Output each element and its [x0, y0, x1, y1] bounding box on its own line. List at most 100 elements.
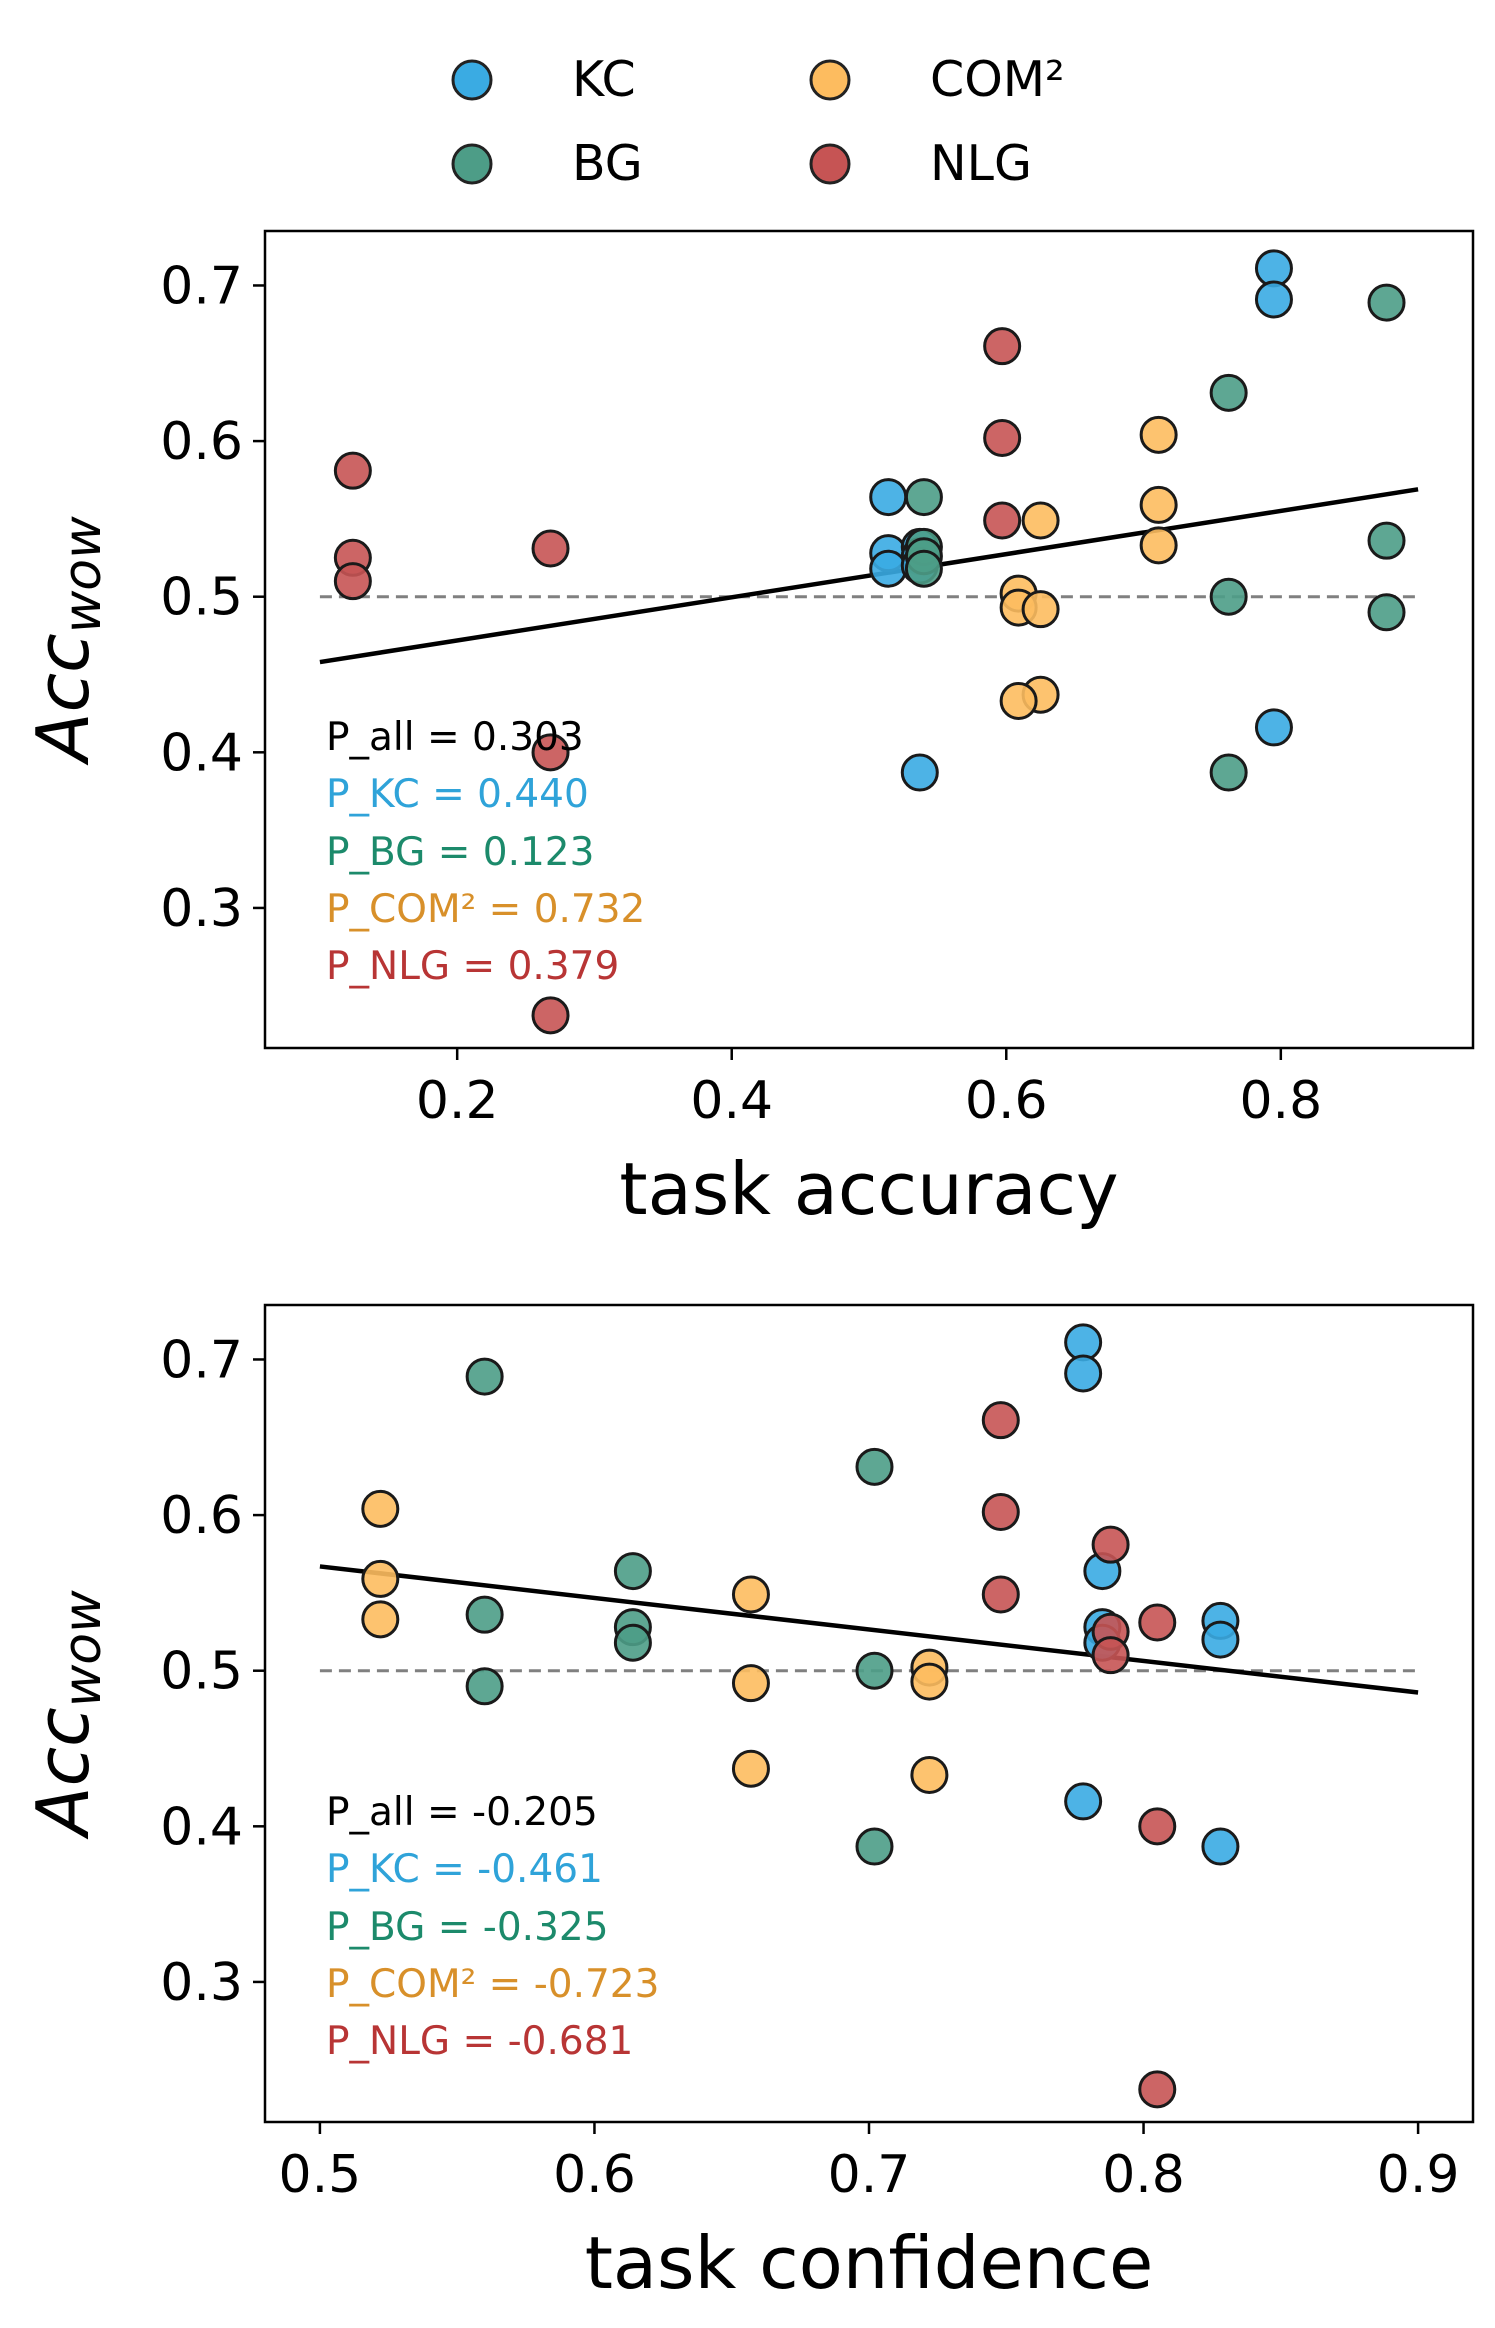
y-tick-label: 0.4 [160, 1797, 243, 1857]
x-tick-label: 0.8 [1239, 1071, 1322, 1131]
y-tick-label: 0.6 [160, 1486, 243, 1546]
point-nlg [333, 562, 372, 601]
x-tick-label: 0.4 [690, 1071, 773, 1131]
point-bg [613, 1552, 652, 1591]
x-tick-label: 0.2 [416, 1071, 499, 1131]
point-bg [1209, 753, 1248, 792]
svg-text:Accwow: Accwow [21, 1590, 113, 1840]
legend-entry-bg: BG [451, 135, 643, 192]
point-com2 [731, 1575, 770, 1614]
y-axis-label: Accwow [21, 516, 113, 766]
x-tick-label: 0.6 [965, 1071, 1048, 1131]
annotation-p-bg: P_BG = -0.325 [326, 1905, 609, 1950]
annotation-p-all: P_all = -0.205 [326, 1790, 598, 1835]
point-kc [1064, 1354, 1103, 1393]
point-nlg [333, 451, 372, 490]
annotation-p-com2: P_COM² = 0.732 [326, 887, 645, 932]
point-kc [869, 549, 908, 588]
point-com2 [731, 1664, 770, 1703]
point-nlg [531, 996, 570, 1035]
legend-marker-nlg [809, 143, 851, 185]
point-com2 [910, 1662, 949, 1701]
point-bg [855, 1827, 894, 1866]
annotation-p-kc: P_KC = -0.461 [326, 1847, 603, 1892]
point-nlg [983, 327, 1022, 366]
point-bg [904, 549, 943, 588]
legend: KC BG COM² NLG [451, 51, 1065, 192]
legend-label-com2: COM² [930, 51, 1065, 108]
point-com2 [361, 1559, 400, 1598]
x-axis-label: task confidence [585, 2221, 1154, 2305]
correlation-annotations: P_all = -0.205 P_KC = -0.461 P_BG = -0.3… [326, 1790, 659, 2064]
y-tick-label: 0.5 [160, 1642, 243, 1702]
y-axis-label-main: Acc [21, 633, 105, 765]
point-bg [1367, 593, 1406, 632]
y-axis-label-sub: wow [53, 516, 113, 633]
point-nlg [983, 501, 1022, 540]
legend-entry-kc: KC [451, 51, 636, 108]
y-axis-label-main: Acc [21, 1707, 105, 1839]
svg-text:Accwow: Accwow [21, 516, 113, 766]
annotation-p-all: P_all = 0.303 [326, 715, 584, 760]
chart-task-accuracy: 0.2 0.4 0.6 0.8 0.3 0.4 0.5 0.6 0.7 P_all = 0.3… [21, 229, 1475, 1231]
point-bg [1367, 283, 1406, 322]
correlation-annotations: P_all = 0.303 P_KC = 0.440 P_BG = 0.123 … [326, 715, 645, 989]
y-tick-label: 0.3 [160, 1953, 243, 2013]
point-nlg [531, 733, 570, 772]
annotation-p-nlg: P_NLG = 0.379 [326, 944, 619, 989]
point-com2 [361, 1600, 400, 1639]
point-kc [1201, 1620, 1240, 1659]
y-tick-label: 0.7 [160, 1330, 243, 1390]
regression-line [319, 487, 1419, 665]
annotation-p-bg: P_BG = 0.123 [326, 830, 594, 875]
x-axis-ticks: 0.5 0.6 0.7 0.8 0.9 [279, 2122, 1459, 2205]
y-axis-ticks: 0.3 0.4 0.5 0.6 0.7 [160, 1330, 265, 2013]
point-bg [1367, 521, 1406, 560]
point-nlg [983, 418, 1022, 457]
scatter-points [333, 249, 1406, 1035]
point-bg [465, 1667, 504, 1706]
chart-task-confidence: 0.5 0.6 0.7 0.8 0.9 0.3 0.4 0.5 0.6 0.7 P_all = … [21, 1303, 1475, 2305]
point-nlg [981, 1492, 1020, 1531]
point-nlg [1091, 1636, 1130, 1675]
point-bg [855, 1651, 894, 1690]
point-nlg [1138, 1603, 1177, 1642]
point-kc [1254, 708, 1293, 747]
point-com2 [910, 1755, 949, 1794]
point-bg [1209, 577, 1248, 616]
plot-area-frame [263, 229, 1475, 1050]
point-bg [904, 478, 943, 517]
y-tick-label: 0.3 [160, 879, 243, 939]
x-axis-label: task accuracy [619, 1147, 1118, 1231]
legend-marker-com2 [809, 59, 851, 101]
x-tick-label: 0.5 [279, 2145, 362, 2205]
point-com2 [1139, 415, 1178, 454]
y-tick-label: 0.7 [160, 256, 243, 316]
scatter-points [361, 1323, 1240, 2109]
legend-label-nlg: NLG [930, 135, 1032, 192]
point-nlg [1138, 2070, 1177, 2109]
point-kc [869, 478, 908, 517]
point-nlg [981, 1575, 1020, 1614]
y-axis-label: Accwow [21, 1590, 113, 1840]
point-kc [1064, 1782, 1103, 1821]
point-bg [613, 1623, 652, 1662]
legend-marker-bg [451, 143, 493, 185]
x-tick-label: 0.6 [553, 2145, 636, 2205]
point-bg [1209, 373, 1248, 412]
point-kc [900, 753, 939, 792]
annotation-p-com2: P_COM² = -0.723 [326, 1962, 659, 2007]
y-axis-label-sub: wow [53, 1590, 113, 1707]
x-axis-ticks: 0.2 0.4 0.6 0.8 [416, 1048, 1322, 1131]
point-kc [1201, 1827, 1240, 1866]
point-com2 [1021, 501, 1060, 540]
point-nlg [1091, 1525, 1130, 1564]
y-tick-label: 0.4 [160, 723, 243, 783]
x-tick-label: 0.8 [1102, 2145, 1185, 2205]
annotation-p-kc: P_KC = 0.440 [326, 772, 589, 817]
point-com2 [999, 681, 1038, 720]
legend-entry-com2: COM² [809, 51, 1065, 108]
point-com2 [361, 1489, 400, 1528]
point-com2 [731, 1749, 770, 1788]
